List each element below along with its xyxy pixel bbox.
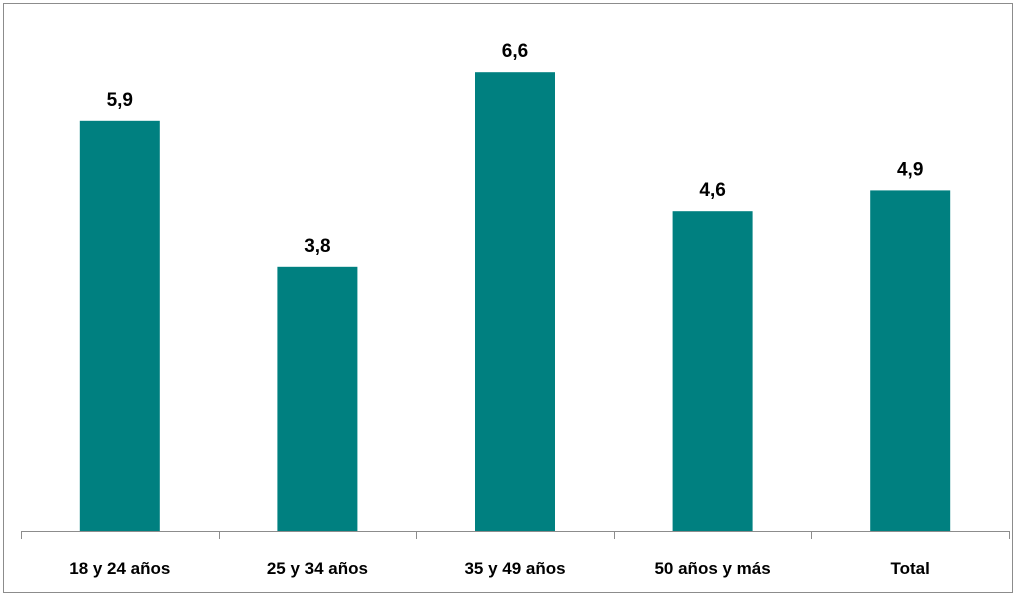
bar-value-label: 4,6 bbox=[699, 180, 725, 201]
x-tick-label: 25 y 34 años bbox=[267, 559, 368, 578]
x-tick-label: 50 años y más bbox=[654, 559, 770, 578]
value-labels-layer: 5,9 3,8 6,6 4,6 4,9 bbox=[107, 41, 924, 257]
x-tick-label: 18 y 24 años bbox=[69, 559, 170, 578]
bar bbox=[79, 120, 160, 532]
x-tick-label: Total bbox=[891, 559, 930, 578]
bar-value-label: 3,8 bbox=[304, 236, 330, 257]
chart-frame: 5,9 3,8 6,6 4,6 4,9 18 y 24 años 25 y 34 años… bbox=[3, 3, 1013, 593]
bar-chart: 5,9 3,8 6,6 4,6 4,9 18 y 24 años 25 y 34 años… bbox=[21, 41, 1010, 578]
bar bbox=[475, 72, 555, 531]
bar-value-label: 6,6 bbox=[502, 41, 528, 62]
bar bbox=[672, 211, 753, 531]
x-axis-tick-labels: 18 y 24 años 25 y 34 años 35 y 49 años 50 a… bbox=[69, 559, 930, 578]
x-tick-label: 35 y 49 años bbox=[464, 559, 565, 578]
bar bbox=[277, 266, 358, 531]
x-axis-ticks bbox=[21, 531, 1010, 539]
bar bbox=[870, 190, 951, 531]
bar-value-label: 4,9 bbox=[897, 159, 923, 180]
bar-value-label: 5,9 bbox=[107, 90, 133, 111]
bars-layer bbox=[79, 72, 951, 532]
